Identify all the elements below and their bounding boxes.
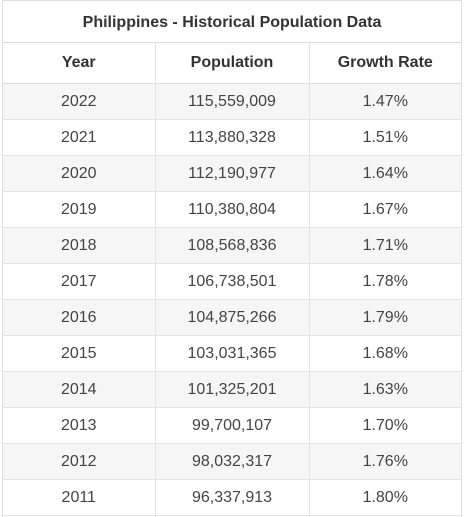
cell-year: 2021 <box>3 119 156 156</box>
cell-year: 2011 <box>3 479 156 516</box>
cell-growth-rate: 1.47% <box>309 83 461 120</box>
table-row: 2022 115,559,009 1.47% <box>3 83 461 120</box>
cell-growth-rate: 1.68% <box>309 335 461 372</box>
column-header-population: Population <box>155 43 310 84</box>
cell-population: 98,032,317 <box>155 443 310 480</box>
cell-growth-rate: 1.79% <box>309 299 461 336</box>
table-row: 2015 103,031,365 1.68% <box>3 335 461 372</box>
column-header-growth-rate: Growth Rate <box>309 43 461 84</box>
cell-growth-rate: 1.64% <box>309 155 461 192</box>
header-row: Year Population Growth Rate <box>3 43 461 84</box>
cell-population: 115,559,009 <box>155 83 310 120</box>
cell-year: 2012 <box>3 443 156 480</box>
cell-population: 110,380,804 <box>155 191 310 228</box>
cell-year: 2018 <box>3 227 156 264</box>
cell-population: 101,325,201 <box>155 371 310 408</box>
table-row: 2012 98,032,317 1.76% <box>3 443 461 480</box>
cell-growth-rate: 1.63% <box>309 371 461 408</box>
cell-population: 112,190,977 <box>155 155 310 192</box>
cell-growth-rate: 1.71% <box>309 227 461 264</box>
cell-growth-rate: 1.70% <box>309 407 461 444</box>
cell-year: 2020 <box>3 155 156 192</box>
table-row: 2013 99,700,107 1.70% <box>3 407 461 444</box>
table-row: 2016 104,875,266 1.79% <box>3 299 461 336</box>
cell-population: 96,337,913 <box>155 479 310 516</box>
column-header-year: Year <box>3 43 156 84</box>
cell-year: 2016 <box>3 299 156 336</box>
cell-year: 2017 <box>3 263 156 300</box>
table-header: Year Population Growth Rate <box>3 43 461 84</box>
cell-population: 103,031,365 <box>155 335 310 372</box>
table-row: 2020 112,190,977 1.64% <box>3 155 461 192</box>
cell-year: 2014 <box>3 371 156 408</box>
table-row: 2021 113,880,328 1.51% <box>3 119 461 156</box>
cell-year: 2015 <box>3 335 156 372</box>
cell-year: 2019 <box>3 191 156 228</box>
cell-population: 99,700,107 <box>155 407 310 444</box>
table-row: 2014 101,325,201 1.63% <box>3 371 461 408</box>
cell-growth-rate: 1.76% <box>309 443 461 480</box>
table-row: 2011 96,337,913 1.80% <box>3 479 461 516</box>
table-row: 2019 110,380,804 1.67% <box>3 191 461 228</box>
table-row: 2017 106,738,501 1.78% <box>3 263 461 300</box>
cell-growth-rate: 1.78% <box>309 263 461 300</box>
cell-population: 106,738,501 <box>155 263 310 300</box>
cell-population: 113,880,328 <box>155 119 310 156</box>
cell-growth-rate: 1.51% <box>309 119 461 156</box>
table-title: Philippines - Historical Population Data <box>3 0 461 43</box>
cell-growth-rate: 1.67% <box>309 191 461 228</box>
table-body: 2022 115,559,009 1.47% 2021 113,880,328 … <box>3 83 461 516</box>
cell-year: 2022 <box>3 83 156 120</box>
table-row: 2018 108,568,836 1.71% <box>3 227 461 264</box>
cell-year: 2013 <box>3 407 156 444</box>
cell-growth-rate: 1.80% <box>309 479 461 516</box>
cell-population: 104,875,266 <box>155 299 310 336</box>
population-table: Year Population Growth Rate 2022 115,559… <box>3 43 461 516</box>
cell-population: 108,568,836 <box>155 227 310 264</box>
